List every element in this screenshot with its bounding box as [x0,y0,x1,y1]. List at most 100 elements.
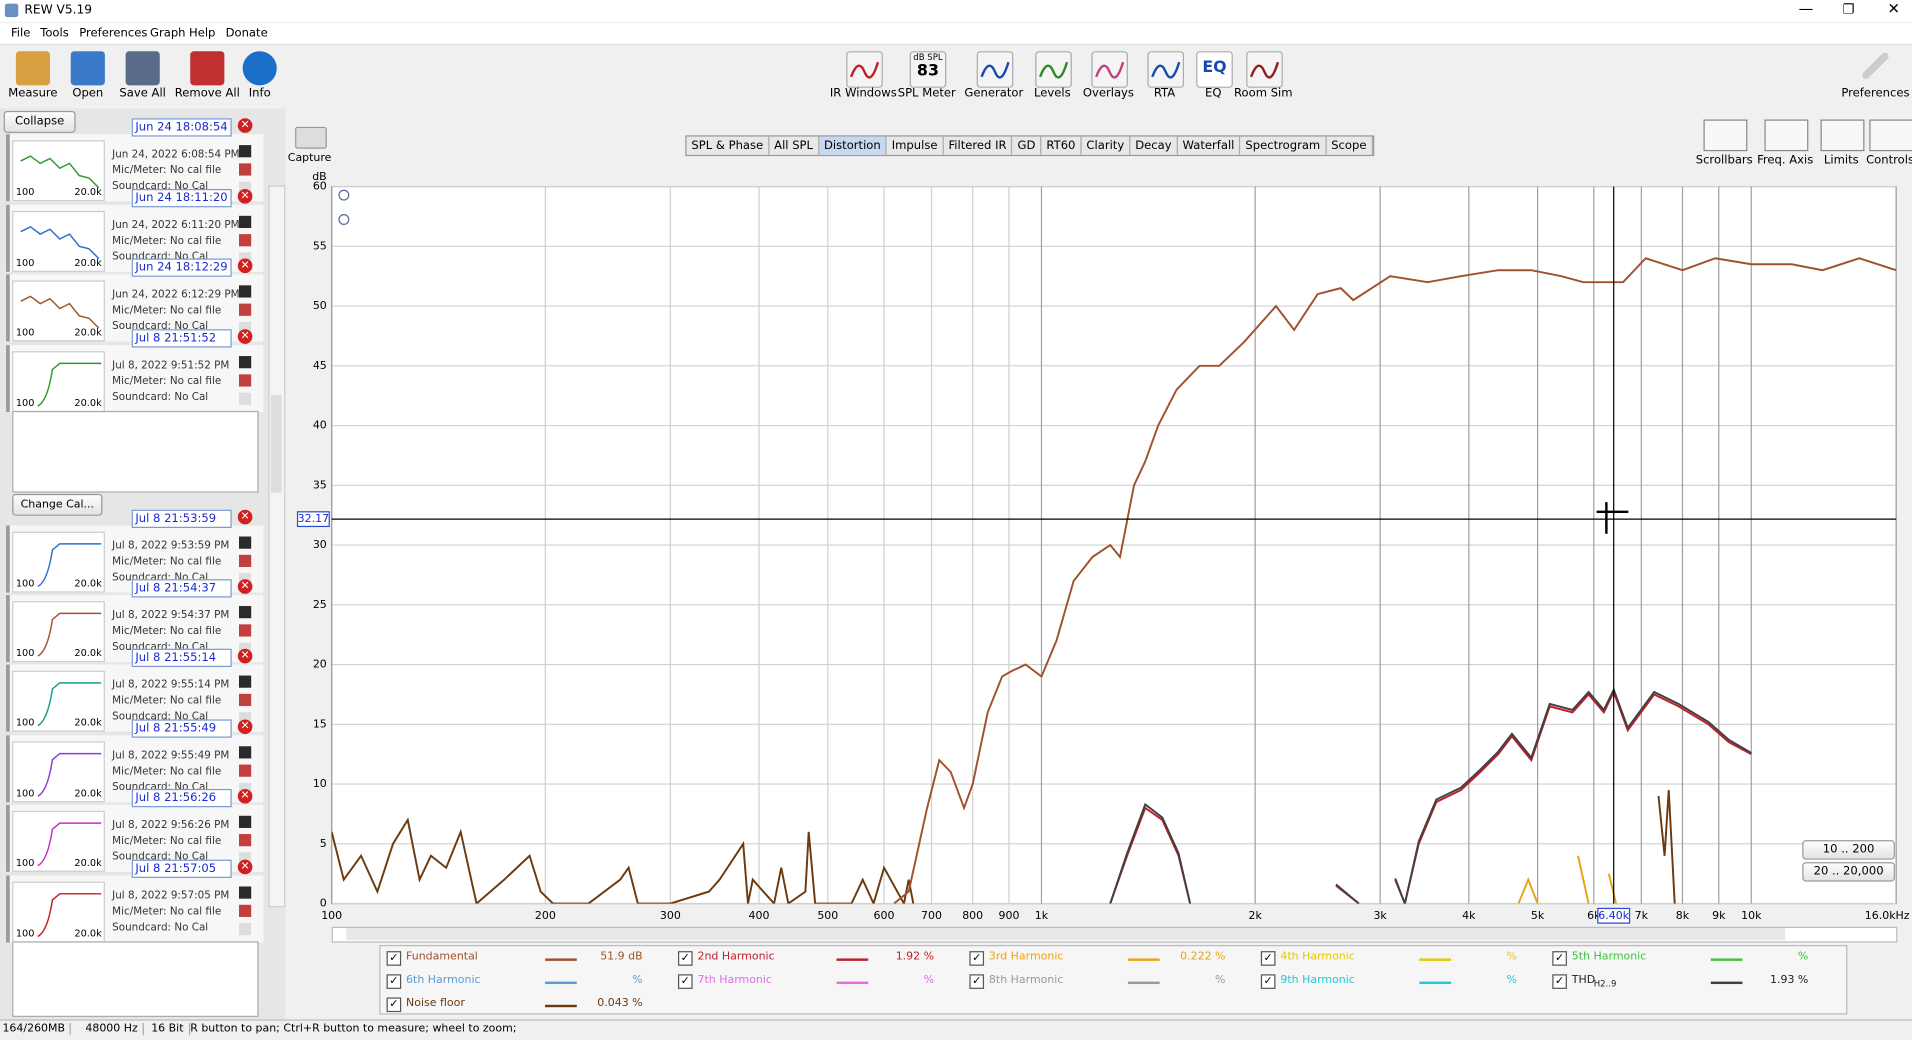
view-tool-icon[interactable] [1703,119,1748,152]
scrollbar-thumb[interactable] [270,395,282,493]
card-tool-icon[interactable] [239,834,252,847]
legend-checkbox[interactable]: ✓ [1552,974,1567,989]
view-tool-label[interactable]: Freq. Axis [1757,153,1814,168]
card-tool-icon[interactable] [239,693,252,707]
remove-button[interactable]: ✕ [237,329,253,344]
measurement-title[interactable]: Jun 24 18:11:20 [131,189,232,208]
scrollbar[interactable] [268,185,286,908]
legend-checkbox[interactable]: ✓ [677,951,693,966]
view-tool-icon[interactable] [1820,119,1865,152]
legend-name[interactable]: Fundamental [406,951,478,964]
legend-name[interactable]: 5th Harmonic [1571,951,1647,964]
capture-icon[interactable] [295,126,327,149]
view-tool-label[interactable]: Limits [1823,153,1859,168]
tab[interactable]: Clarity [1082,136,1131,155]
tab[interactable]: Waterfall [1178,136,1241,155]
menu-item[interactable]: Help [189,26,216,41]
card-tool-icon[interactable] [239,285,252,298]
card-tool-icon[interactable] [239,163,252,176]
legend-checkbox[interactable]: ✓ [386,997,402,1013]
measurement-title[interactable]: Jul 8 21:51:52 [131,329,232,348]
toolbar-button[interactable]: Room Sim [1221,45,1306,106]
tab[interactable]: GD [1013,136,1042,155]
remove-button[interactable]: ✕ [237,509,253,525]
thumbnail[interactable]: 100 20.0k [12,810,105,872]
thumbnail[interactable]: 100 20.0k [12,601,105,663]
card-tool-icon[interactable] [239,234,252,247]
tab[interactable]: RT60 [1042,136,1082,155]
legend-name[interactable]: 7th Harmonic [697,974,772,987]
toolbar-button[interactable]: Overlays [1066,45,1151,106]
card-tool-icon[interactable] [239,215,252,229]
legend-name[interactable]: 9th Harmonic [1280,974,1355,987]
measurement-title[interactable]: Jun 24 18:12:29 [131,258,232,277]
capture-label[interactable]: Capture [287,152,332,165]
legend-name[interactable]: 6th Harmonic [406,974,481,987]
card-tool-icon[interactable] [239,303,252,316]
legend-checkbox[interactable]: ✓ [677,974,693,989]
card-tool-icon[interactable] [239,746,252,759]
notes-box[interactable] [12,941,259,1017]
card-tool-icon[interactable] [239,606,252,619]
collapse-button[interactable]: Collapse [3,110,76,133]
remove-button[interactable]: ✕ [237,648,253,664]
card-tool-icon[interactable] [239,536,252,549]
notes-box[interactable] [12,410,259,493]
thumbnail[interactable]: 100 20.0k [12,881,105,943]
legend-checkbox[interactable]: ✓ [1552,951,1567,966]
tab[interactable]: Filtered IR [944,136,1013,155]
remove-button[interactable]: ✕ [237,258,253,274]
card-tool-icon[interactable] [239,904,252,917]
thumbnail[interactable]: 100 20.0k [12,531,105,593]
legend-checkbox[interactable]: ✓ [1260,974,1276,989]
card-tool-icon[interactable] [239,374,252,387]
toolbar-button[interactable]: Levels [1010,45,1095,106]
remove-button[interactable]: ✕ [237,579,253,594]
card-tool-icon[interactable] [239,764,252,777]
menu-item[interactable]: Graph [149,26,186,41]
card-tool-icon[interactable] [239,392,252,405]
thumbnail[interactable]: 100 20.0k [12,210,105,272]
card-tool-icon[interactable] [239,624,252,637]
toolbar-button[interactable]: Measure [0,45,76,106]
close-button[interactable]: ✕ [1887,0,1900,18]
legend-checkbox[interactable]: ✓ [969,974,985,989]
thumbnail[interactable]: 100 20.0k [12,280,105,342]
card-tool-icon[interactable] [239,145,252,158]
card-tool-icon[interactable] [239,815,252,828]
minimize-button[interactable]: — [1798,0,1814,18]
remove-button[interactable]: ✕ [237,719,253,735]
view-tool-icon[interactable] [1869,119,1912,152]
measurement-title[interactable]: Jul 8 21:53:59 [131,509,232,528]
toolbar-button[interactable]: Remove All [165,45,250,106]
tab[interactable]: SPL & Phase [687,136,770,155]
toolbar-button[interactable]: Info [217,45,302,106]
tab[interactable]: Spectrogram [1241,136,1327,155]
legend-name[interactable]: 3rd Harmonic [988,951,1064,964]
tab[interactable]: All SPL [769,136,820,155]
thumbnail[interactable]: 100 20.0k [12,741,105,803]
legend-checkbox[interactable]: ✓ [386,974,402,989]
tab[interactable]: Scope [1326,136,1373,155]
view-tool-icon[interactable] [1764,119,1809,152]
legend-name[interactable]: 2nd Harmonic [697,951,775,964]
legend-checkbox[interactable]: ✓ [1260,951,1276,966]
measurement-title[interactable]: Jul 8 21:54:37 [131,579,232,598]
change-cal-button[interactable]: Change Cal... [12,493,103,516]
remove-button[interactable]: ✕ [237,788,253,804]
measurement-title[interactable]: Jul 8 21:56:26 [131,788,232,808]
restore-button[interactable]: ❐ [1842,1,1855,18]
menu-item[interactable]: Tools [40,26,69,41]
legend-name[interactable]: Noise floor [406,997,465,1010]
remove-button[interactable]: ✕ [237,859,253,875]
legend-checkbox[interactable]: ✓ [386,951,402,966]
view-tool-label[interactable]: Scrollbars [1695,153,1753,168]
card-tool-icon[interactable] [239,886,252,899]
legend-name[interactable]: THD [1571,974,1596,987]
range-button[interactable]: 20 .. 20,000 [1802,862,1895,882]
remove-button[interactable]: ✕ [237,118,253,133]
measurement-title[interactable]: Jul 8 21:57:05 [131,859,232,878]
h-scroll-thumb[interactable] [346,927,1786,941]
